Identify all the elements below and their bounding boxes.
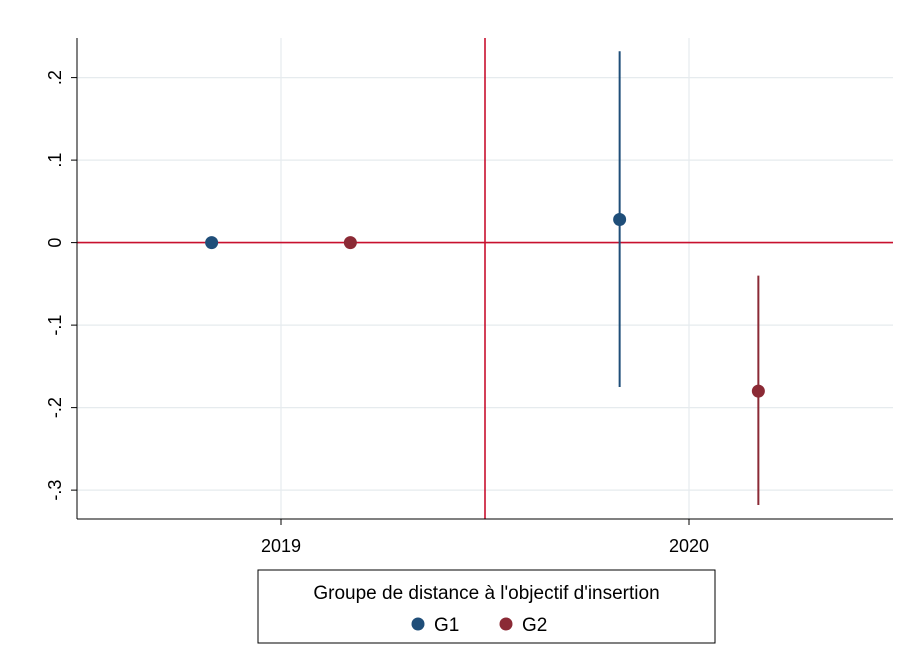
legend-box xyxy=(257,569,716,644)
data-marks xyxy=(205,51,765,505)
point-g1 xyxy=(613,213,627,227)
y-tick-label: 0 xyxy=(45,238,65,248)
y-tick-label: .2 xyxy=(45,70,65,85)
point-g1 xyxy=(205,236,219,250)
legend: Groupe de distance à l'objectif d'insert… xyxy=(257,569,716,644)
x-tick-label: 2020 xyxy=(669,536,709,556)
y-tick-label: -.2 xyxy=(45,397,65,418)
axes: .2 .1 0 -.1 -.2 -.3 2019 2020 xyxy=(45,38,893,556)
y-tick-label: -.1 xyxy=(45,315,65,336)
legend-label-g2: G2 xyxy=(522,615,547,636)
legend-label-g1: G1 xyxy=(434,615,459,636)
legend-marker-g2 xyxy=(499,617,513,631)
legend-title: Groupe de distance à l'objectif d'insert… xyxy=(313,583,659,604)
y-tick-label: -.3 xyxy=(45,480,65,501)
point-g2 xyxy=(343,236,357,250)
y-tick-label: .1 xyxy=(45,153,65,168)
x-tick-label: 2019 xyxy=(261,536,301,556)
legend-marker-g1 xyxy=(411,617,425,631)
point-g2 xyxy=(751,384,765,398)
